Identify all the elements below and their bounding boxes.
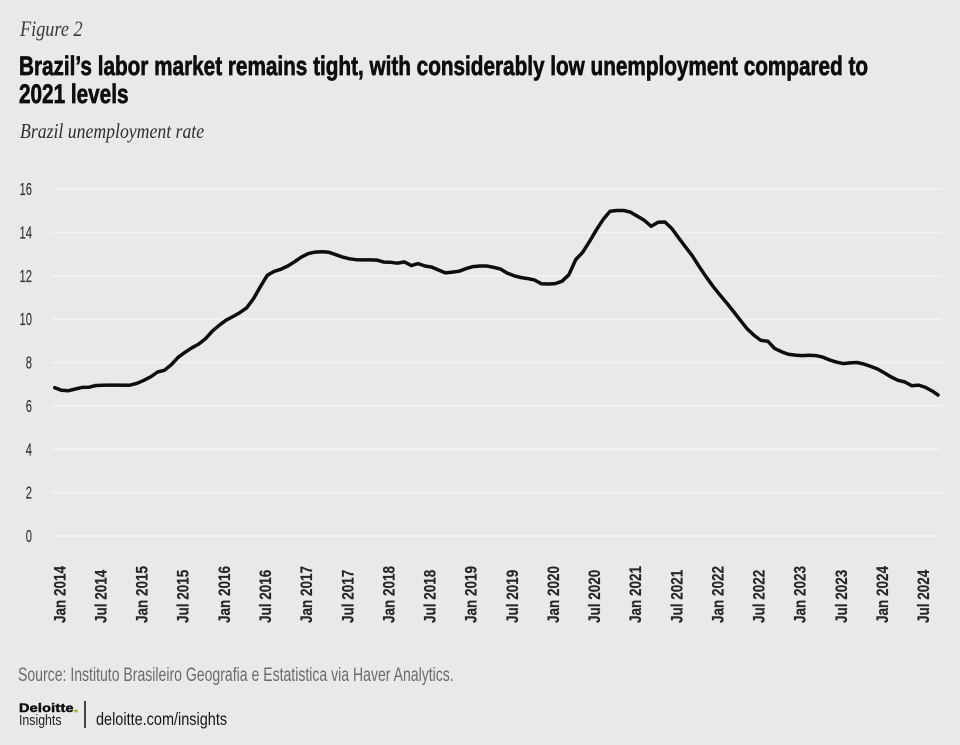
svg-text:Jan 2015: Jan 2015 xyxy=(133,566,152,623)
svg-text:Jul 2022: Jul 2022 xyxy=(750,570,769,623)
svg-text:Jan 2020: Jan 2020 xyxy=(545,566,564,623)
svg-text:Jan 2019: Jan 2019 xyxy=(462,566,481,623)
svg-text:Jan 2021: Jan 2021 xyxy=(627,566,646,623)
svg-text:Jan 2023: Jan 2023 xyxy=(791,566,810,623)
svg-text:Jan 2014: Jan 2014 xyxy=(51,566,70,623)
svg-text:10: 10 xyxy=(20,311,32,330)
svg-text:Jan 2018: Jan 2018 xyxy=(380,566,399,623)
svg-text:4: 4 xyxy=(26,441,32,460)
svg-text:Jul 2020: Jul 2020 xyxy=(586,570,605,623)
svg-text:0: 0 xyxy=(26,528,32,547)
svg-text:Jul 2023: Jul 2023 xyxy=(833,570,852,623)
svg-text:Jul 2021: Jul 2021 xyxy=(668,569,687,623)
svg-text:2: 2 xyxy=(26,484,32,503)
svg-text:16: 16 xyxy=(20,181,32,200)
svg-text:12: 12 xyxy=(20,267,32,286)
svg-text:Jul 2015: Jul 2015 xyxy=(174,569,193,623)
svg-text:Jul 2016: Jul 2016 xyxy=(257,570,276,623)
svg-text:Jan 2017: Jan 2017 xyxy=(298,566,317,623)
svg-text:6: 6 xyxy=(26,398,32,417)
svg-text:14: 14 xyxy=(20,224,32,243)
svg-text:Jan 2024: Jan 2024 xyxy=(874,566,893,623)
svg-text:Jan 2016: Jan 2016 xyxy=(215,566,234,623)
svg-text:Jul 2014: Jul 2014 xyxy=(92,569,111,623)
svg-text:Jul 2018: Jul 2018 xyxy=(421,569,440,623)
svg-text:Jan 2022: Jan 2022 xyxy=(709,566,728,623)
svg-text:Jul 2024: Jul 2024 xyxy=(915,569,934,623)
svg-text:8: 8 xyxy=(26,354,32,373)
svg-text:Jul 2019: Jul 2019 xyxy=(503,570,522,623)
svg-text:Jul 2017: Jul 2017 xyxy=(339,570,358,623)
